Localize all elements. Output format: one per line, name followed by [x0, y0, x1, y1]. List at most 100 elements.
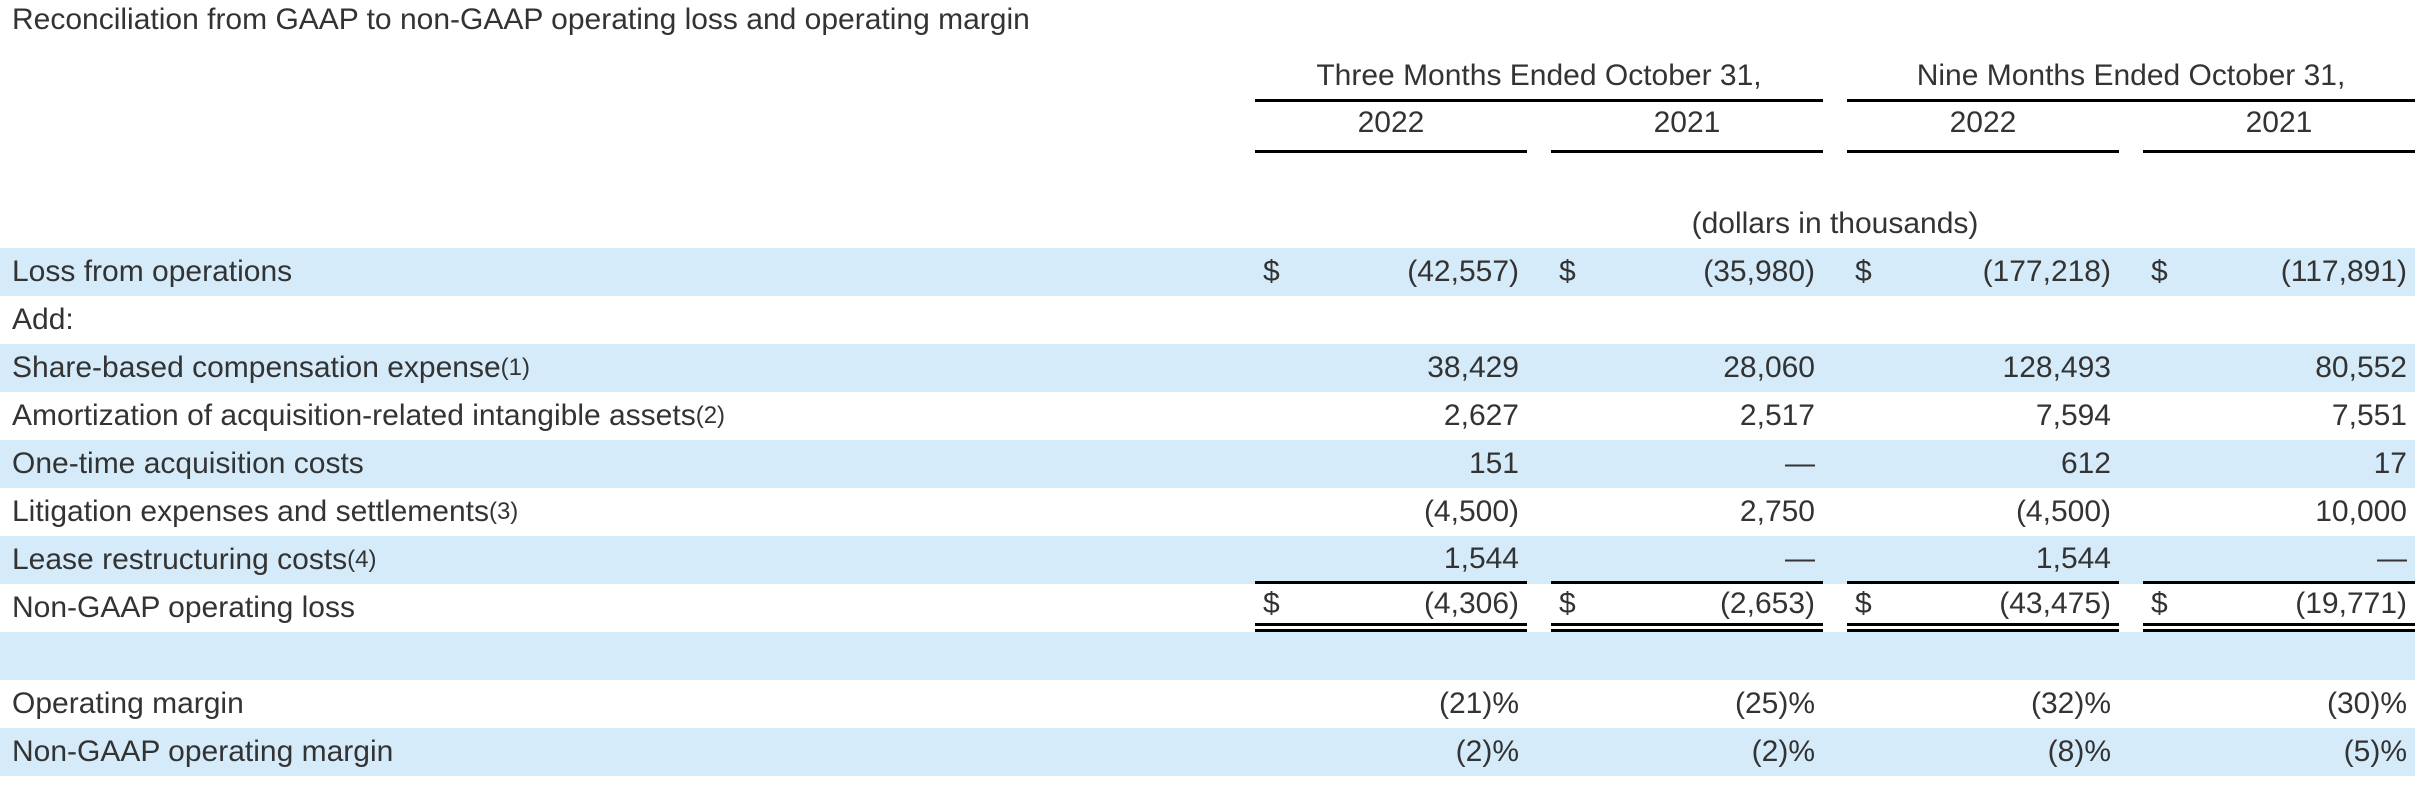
- column-gap: [1823, 536, 1847, 584]
- cell-9m-2021: (30)%: [2143, 680, 2415, 728]
- cell-3m-2022: 151: [1255, 440, 1527, 488]
- row-label-text: Loss from operations: [12, 255, 293, 288]
- cell-3m-2021: 2,750: [1551, 488, 1823, 536]
- cell-value: 2,627: [1443, 399, 1519, 432]
- label-column-spacer: [0, 40, 1255, 102]
- cell-value: —: [1785, 541, 1815, 575]
- cell-9m-2021: 17: [2143, 440, 2415, 488]
- cell-3m-2022: $ (4,306): [1255, 584, 1527, 632]
- footnote-reference: (2): [695, 402, 726, 429]
- column-group-nine-months: Nine Months Ended October 31,: [1847, 59, 2415, 102]
- cell-value: (30)%: [2326, 687, 2407, 720]
- units-note: (dollars in thousands): [1691, 206, 1979, 240]
- cell-value: 2,517: [1739, 399, 1815, 432]
- period-group-header-row: Three Months Ended October 31, Nine Mont…: [0, 40, 2415, 102]
- column-group-three-months: Three Months Ended October 31,: [1255, 59, 1823, 102]
- cell-value: 10,000: [2315, 495, 2407, 528]
- cell-9m-2022: [1847, 632, 2119, 680]
- cell-9m-2022: 128,493: [1847, 344, 2119, 392]
- cell-value: 151: [1468, 447, 1519, 480]
- cell-value: (35,980): [1703, 255, 1815, 288]
- row-label-text: Amortization of acquisition-related inta…: [12, 399, 696, 432]
- row-label: Amortization of acquisition-related inta…: [0, 392, 1255, 440]
- column-gap: [2119, 584, 2143, 632]
- year-header-row: 2022 2021 2022 2021: [0, 102, 2415, 153]
- cell-9m-2021: $ (19,771): [2143, 584, 2415, 632]
- table-row: Litigation expenses and settlements (3) (…: [0, 488, 2415, 536]
- footnote-reference: (1): [500, 354, 531, 381]
- column-gap: [1527, 392, 1551, 440]
- cell-value: 2,750: [1739, 495, 1815, 528]
- currency-symbol: $: [1559, 255, 1576, 288]
- cell-9m-2022: 612: [1847, 440, 2119, 488]
- cell-value: 80,552: [2315, 351, 2407, 384]
- column-gap: [1527, 248, 1551, 296]
- page-title-text: Reconciliation from GAAP to non-GAAP ope…: [12, 3, 1030, 36]
- cell-value: (117,891): [2280, 255, 2407, 288]
- column-gap: [2119, 632, 2143, 680]
- cell-value: 7,551: [2331, 399, 2407, 432]
- row-label: Share-based compensation expense (1): [0, 344, 1255, 392]
- cell-value: (8)%: [2047, 735, 2111, 768]
- cell-3m-2022: 2,627: [1255, 392, 1527, 440]
- currency-symbol: $: [1559, 586, 1576, 620]
- cell-9m-2022: 7,594: [1847, 392, 2119, 440]
- cell-value: (2)%: [1455, 735, 1519, 768]
- column-gap: [2119, 728, 2143, 776]
- cell-3m-2022: (21)%: [1255, 680, 1527, 728]
- column-gap: [1527, 536, 1551, 584]
- column-gap: [2119, 440, 2143, 488]
- cell-value: (25)%: [1734, 687, 1815, 720]
- year-header-9m-2021: 2021: [2143, 106, 2415, 153]
- cell-3m-2021: (2)%: [1551, 728, 1823, 776]
- table-row: Share-based compensation expense (1) 38,4…: [0, 344, 2415, 392]
- column-gap: [2119, 296, 2143, 344]
- column-gap: [1823, 440, 1847, 488]
- column-gap: [1823, 680, 1847, 728]
- cell-value: 1,544: [1443, 541, 1519, 575]
- cell-9m-2021: 10,000: [2143, 488, 2415, 536]
- column-gap: [1527, 584, 1551, 632]
- cell-3m-2021: 2,517: [1551, 392, 1823, 440]
- cell-value: (4,500): [1423, 495, 1519, 528]
- cell-value: (19,771): [2295, 586, 2407, 620]
- column-gap: [1823, 632, 1847, 680]
- column-gap: [1527, 728, 1551, 776]
- year-header-9m-2022: 2022: [1847, 106, 2119, 153]
- column-gap: [1823, 488, 1847, 536]
- cell-3m-2022: [1255, 632, 1527, 680]
- cell-value: (43,475): [1999, 586, 2111, 620]
- cell-3m-2021: —: [1551, 536, 1823, 584]
- row-label: Lease restructuring costs (4): [0, 536, 1255, 584]
- cell-9m-2021: [2143, 296, 2415, 344]
- column-gap: [1823, 248, 1847, 296]
- row-label: [0, 632, 1255, 680]
- column-gap: [2119, 392, 2143, 440]
- row-label: Add:: [0, 296, 1255, 344]
- column-gap: [1823, 296, 1847, 344]
- label-column-spacer: [0, 102, 1255, 153]
- cell-value: —: [2377, 541, 2407, 575]
- page-title: Reconciliation from GAAP to non-GAAP ope…: [0, 0, 2415, 40]
- cell-value: 612: [2060, 447, 2111, 480]
- cell-value: 1,544: [2035, 541, 2111, 575]
- cell-value: (2,653): [1719, 586, 1815, 620]
- cell-3m-2021: $ (2,653): [1551, 584, 1823, 632]
- table-row: Non-GAAP operating margin (2)% (2)% (8)%…: [0, 728, 2415, 776]
- currency-symbol: $: [1855, 586, 1872, 620]
- cell-value: 28,060: [1723, 351, 1815, 384]
- cell-3m-2021: [1551, 296, 1823, 344]
- cell-value: (42,557): [1407, 255, 1519, 288]
- footnote-reference: (3): [488, 498, 519, 525]
- year-header-3m-2022: 2022: [1255, 106, 1527, 153]
- cell-value: 38,429: [1427, 351, 1519, 384]
- cell-9m-2021: 80,552: [2143, 344, 2415, 392]
- row-label: Loss from operations: [0, 248, 1255, 296]
- cell-3m-2021: (25)%: [1551, 680, 1823, 728]
- table-row: Non-GAAP operating loss $ (4,306) $ (2,6…: [0, 584, 2415, 632]
- row-label: Non-GAAP operating margin: [0, 728, 1255, 776]
- row-label: One-time acquisition costs: [0, 440, 1255, 488]
- header-spacer: [0, 153, 2415, 199]
- column-gap: [2119, 680, 2143, 728]
- column-gap: [2119, 536, 2143, 584]
